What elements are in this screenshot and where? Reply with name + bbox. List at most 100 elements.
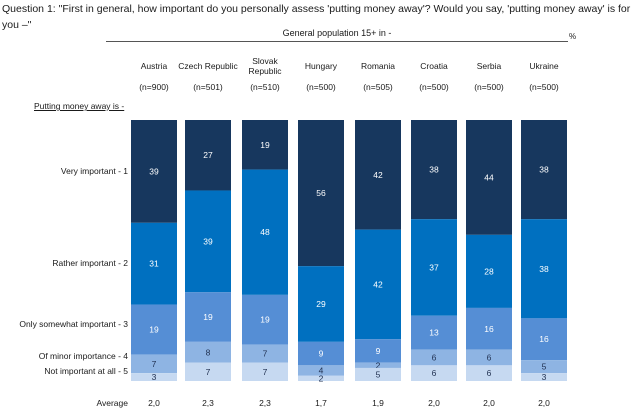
data-label: 6	[432, 353, 437, 363]
bar-segment	[131, 222, 177, 305]
bar-segment	[298, 341, 344, 366]
data-label: 2	[319, 373, 324, 383]
country-header: Czech Republic (n=501)	[178, 56, 238, 92]
data-label: 7	[206, 367, 211, 377]
header-divider	[106, 41, 568, 42]
average-value: 2,0	[483, 398, 495, 408]
data-label: 38	[539, 264, 549, 274]
data-label: 29	[316, 299, 326, 309]
country-name: Hungary	[304, 61, 338, 71]
average-value: 2,0	[148, 398, 160, 408]
data-label: 4	[319, 366, 324, 376]
data-label: 38	[539, 165, 549, 175]
bar-segment	[411, 120, 457, 220]
legend-entry: Very important - 1	[60, 166, 128, 176]
country-header: Croatia (n=500)	[404, 56, 464, 92]
data-label: 6	[432, 368, 437, 378]
data-label: 38	[429, 165, 439, 175]
average-value: 1,9	[372, 398, 384, 408]
bar-segment	[355, 367, 401, 381]
country-name: Ukraine	[529, 61, 559, 71]
bar-segment	[131, 354, 177, 374]
data-label: 16	[484, 324, 494, 334]
bar-segment	[242, 169, 288, 295]
data-label: 6	[487, 368, 492, 378]
country-name: Croatia	[420, 61, 448, 71]
country-header: Slovak Republic (n=510)	[235, 56, 295, 92]
bar-segment	[521, 360, 567, 374]
bar-segment	[466, 120, 512, 235]
data-label: 7	[263, 349, 268, 359]
data-label: 39	[149, 166, 159, 176]
data-label: 44	[484, 172, 494, 182]
country-name: Austria	[140, 61, 168, 71]
bar-segment	[298, 375, 344, 381]
country-header: Ukraine (n=500)	[514, 56, 574, 92]
average-value: 2,0	[428, 398, 440, 408]
bar-segment	[466, 234, 512, 308]
data-label: 56	[316, 188, 326, 198]
data-label: 48	[260, 227, 270, 237]
data-label: 19	[203, 312, 213, 322]
bar-segment	[131, 120, 177, 223]
sample-size: (n=500)	[529, 82, 559, 92]
data-label: 16	[539, 334, 549, 344]
data-label: 37	[429, 262, 439, 272]
data-label: 42	[373, 170, 383, 180]
bar-segment	[355, 229, 401, 340]
sample-size: (n=510)	[250, 82, 280, 92]
data-label: 42	[373, 279, 383, 289]
data-label: 3	[542, 372, 547, 382]
average-value: 1,7	[315, 398, 327, 408]
bar-segment	[411, 219, 457, 316]
data-label: 27	[203, 150, 213, 160]
bar-segment	[355, 362, 401, 368]
data-label: 8	[206, 347, 211, 357]
data-label: 13	[429, 328, 439, 338]
bar-segment	[298, 266, 344, 342]
data-label: 5	[376, 369, 381, 379]
bar-segment	[521, 318, 567, 361]
bar-segment	[242, 294, 288, 345]
data-label: 6	[487, 353, 492, 363]
bar-segment	[411, 315, 457, 350]
country-header: Romania (n=505)	[348, 56, 408, 92]
bar-segment	[298, 120, 344, 267]
data-label: 31	[149, 259, 159, 269]
data-label: 2	[376, 360, 381, 370]
bar-segment	[185, 120, 231, 191]
bar-segment	[355, 120, 401, 230]
sample-size: (n=500)	[474, 82, 504, 92]
data-label: 5	[542, 362, 547, 372]
bar-segment	[242, 344, 288, 363]
data-label: 19	[149, 325, 159, 335]
data-label: 28	[484, 266, 494, 276]
sample-size: (n=500)	[306, 82, 336, 92]
bar-segment	[466, 307, 512, 350]
average-value: 2,0	[538, 398, 550, 408]
country-name: Slovak Republic	[248, 56, 282, 76]
bar-segment	[185, 341, 231, 363]
data-label: 7	[152, 359, 157, 369]
bar-segment	[131, 304, 177, 355]
average-value: 2,3	[202, 398, 214, 408]
bar-segment	[466, 349, 512, 366]
bar-segment	[466, 365, 512, 381]
bar-segment	[411, 365, 457, 381]
legend-entry: Rather important - 2	[52, 258, 128, 268]
average-label: Average	[96, 398, 128, 408]
bar-segment	[521, 373, 567, 381]
legend-entry: Of minor importance - 4	[38, 351, 128, 361]
unit-label: %	[569, 32, 577, 41]
legend-entry: Not important at all - 5	[44, 366, 128, 376]
data-label: 19	[260, 315, 270, 325]
bar-segment	[242, 362, 288, 381]
data-label: 39	[203, 236, 213, 246]
bar-segment	[131, 373, 177, 381]
average-value: 2,3	[259, 398, 271, 408]
country-header: Austria (n=900)	[124, 56, 184, 92]
country-name: Czech Republic	[178, 61, 238, 71]
bar-segment	[521, 219, 567, 319]
bar-segment	[355, 339, 401, 363]
